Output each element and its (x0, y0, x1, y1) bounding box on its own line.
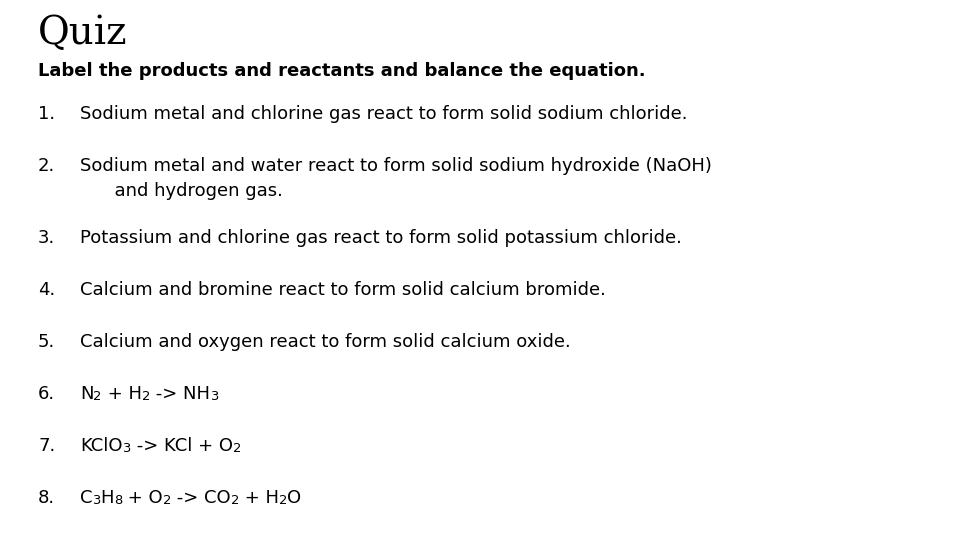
Text: Sodium metal and chlorine gas react to form solid sodium chloride.: Sodium metal and chlorine gas react to f… (80, 105, 687, 123)
Text: 3: 3 (123, 442, 131, 455)
Text: N: N (80, 385, 93, 403)
Text: C: C (80, 489, 92, 507)
Text: + H: + H (102, 385, 142, 403)
Text: 3.: 3. (38, 229, 56, 247)
Text: 8: 8 (114, 494, 123, 507)
Text: 2: 2 (163, 494, 172, 507)
Text: 3: 3 (210, 389, 218, 402)
Text: + O: + O (123, 489, 163, 507)
Text: 2: 2 (231, 494, 239, 507)
Text: 4.: 4. (38, 281, 56, 299)
Text: 1.: 1. (38, 105, 55, 123)
Text: -> KCl + O: -> KCl + O (131, 437, 232, 455)
Text: Sodium metal and water react to form solid sodium hydroxide (NaOH)
      and hyd: Sodium metal and water react to form sol… (80, 157, 712, 200)
Text: + H: + H (239, 489, 279, 507)
Text: O: O (287, 489, 301, 507)
Text: 2.: 2. (38, 157, 56, 175)
Text: 8.: 8. (38, 489, 55, 507)
Text: Calcium and bromine react to form solid calcium bromide.: Calcium and bromine react to form solid … (80, 281, 606, 299)
Text: -> CO: -> CO (172, 489, 231, 507)
Text: 6.: 6. (38, 385, 55, 403)
Text: 2: 2 (232, 442, 241, 455)
Text: 7.: 7. (38, 437, 56, 455)
Text: H: H (101, 489, 114, 507)
Text: 3: 3 (92, 494, 101, 507)
Text: KClO: KClO (80, 437, 123, 455)
Text: 2: 2 (279, 494, 287, 507)
Text: 2: 2 (93, 389, 102, 402)
Text: Quiz: Quiz (38, 15, 128, 52)
Text: Calcium and oxygen react to form solid calcium oxide.: Calcium and oxygen react to form solid c… (80, 333, 571, 351)
Text: -> NH: -> NH (150, 385, 210, 403)
Text: 2: 2 (142, 389, 150, 402)
Text: Label the products and reactants and balance the equation.: Label the products and reactants and bal… (38, 62, 646, 80)
Text: Potassium and chlorine gas react to form solid potassium chloride.: Potassium and chlorine gas react to form… (80, 229, 682, 247)
Text: 5.: 5. (38, 333, 56, 351)
